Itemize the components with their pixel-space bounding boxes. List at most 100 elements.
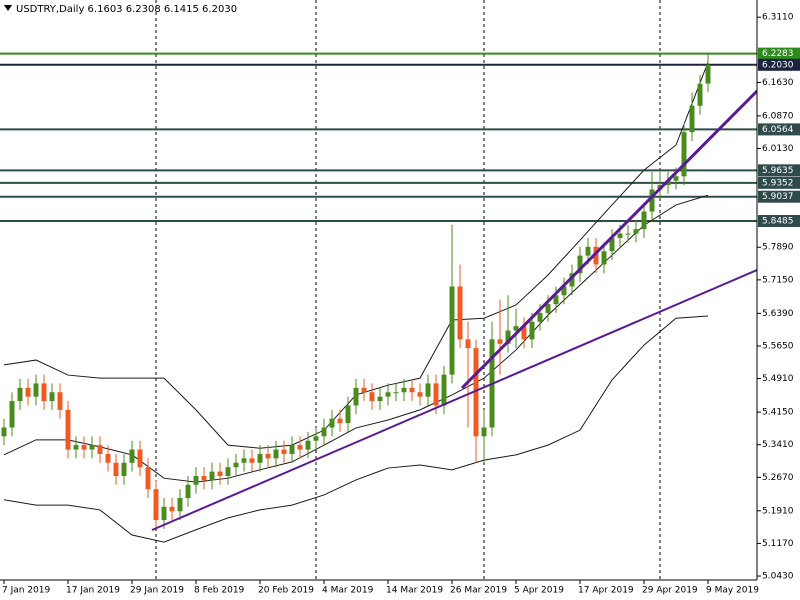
candle-body [673, 176, 679, 181]
candle-body [497, 339, 503, 344]
candle-body [513, 326, 519, 331]
x-tick-label: 14 Mar 2019 [386, 586, 443, 596]
candle-body [105, 453, 111, 463]
candle-body [73, 445, 79, 450]
levels-layer [0, 52, 757, 223]
candle-body [33, 383, 39, 397]
candle-body [401, 387, 407, 393]
candle-body [297, 445, 303, 450]
candle-body [609, 237, 615, 252]
candle-body [329, 418, 335, 428]
candle-body [41, 383, 47, 402]
candle-body [25, 387, 31, 397]
y-tick-label: 5.3410 [762, 440, 794, 450]
candle-body [145, 467, 151, 490]
candle-body [681, 132, 687, 177]
candle-body [57, 392, 63, 410]
candle-body [633, 229, 639, 234]
x-tick-label: 26 Mar 2019 [450, 586, 507, 596]
candle-body [313, 436, 319, 441]
candle-body [625, 233, 631, 235]
y-tick-label: 5.7150 [762, 275, 794, 285]
candle-body [481, 427, 487, 437]
candle-body [457, 286, 463, 340]
candle-body [665, 180, 671, 186]
y-tick-label: 5.4150 [762, 408, 794, 418]
price-label-bg [758, 176, 800, 189]
candle-body [49, 392, 55, 402]
price-label-bg [758, 164, 800, 177]
candle-body [441, 374, 447, 406]
y-tick-label: 6.0870 [762, 111, 794, 121]
candle-body [577, 255, 583, 274]
price-label: 6.0564 [762, 125, 794, 135]
candle-body [201, 475, 207, 481]
candle-body [689, 105, 695, 133]
candle-body [281, 449, 287, 454]
candle-body [449, 286, 455, 375]
candle-body [641, 211, 647, 230]
x-tick-label: 17 Apr 2019 [578, 586, 634, 596]
price-label: 5.8485 [762, 217, 794, 227]
price-label: 6.2030 [762, 60, 794, 70]
x-tick-label: 9 May 2019 [706, 586, 759, 596]
candle-body [177, 498, 183, 512]
y-tick-label: 6.0130 [762, 144, 794, 154]
x-tick-label: 8 Feb 2019 [194, 586, 245, 596]
candle-body [193, 475, 199, 485]
y-tick-label: 5.0430 [762, 572, 794, 582]
candle-body [593, 246, 599, 265]
menu-arrow[interactable] [4, 5, 12, 11]
price-label: 6.2283 [762, 49, 794, 59]
candle-body [409, 387, 415, 393]
candle-body [17, 387, 23, 402]
candle-body [361, 387, 367, 393]
candle-body [161, 506, 167, 521]
price-label-bg [758, 190, 800, 203]
x-tick-label: 20 Feb 2019 [258, 586, 314, 596]
y-tick-label: 5.7890 [762, 243, 794, 253]
candle-body [529, 321, 535, 340]
price-label-bg [758, 123, 800, 136]
x-tick-label: 17 Jan 2019 [66, 586, 120, 596]
candle-body [129, 449, 135, 463]
candle-body [217, 471, 223, 476]
candle-body [705, 64, 711, 84]
price-label-bg [758, 215, 800, 228]
candle-body [305, 440, 311, 450]
candle-body [345, 405, 351, 424]
y-tick-label: 6.1630 [762, 78, 794, 88]
x-tick-label: 7 Jan 2019 [2, 586, 50, 596]
candle-body [649, 189, 655, 212]
candle-body [89, 445, 95, 450]
candle-body [505, 330, 511, 344]
x-tick-label: 5 Apr 2019 [514, 586, 564, 596]
band-line [3, 315, 709, 543]
candle-body [257, 453, 263, 463]
candle-body [97, 445, 103, 454]
candle-body [233, 462, 239, 468]
trendlines [151, 89, 757, 531]
candle-body [137, 449, 143, 468]
candle-body [241, 458, 247, 463]
candle-body [433, 383, 439, 406]
candle-body [561, 286, 567, 296]
candle-body [121, 462, 127, 476]
candle-body [617, 233, 623, 238]
candle-body [569, 273, 575, 287]
candle-body [273, 449, 279, 459]
candle-body [369, 392, 375, 402]
candle-body [9, 401, 15, 428]
candle-body [417, 392, 423, 397]
candle-body [185, 484, 191, 499]
candle-body [473, 348, 479, 437]
y-tick-label: 5.6390 [762, 309, 794, 319]
trendline [151, 269, 757, 531]
candle-body [465, 339, 471, 349]
price-label-bg [758, 58, 800, 71]
candle-body [385, 392, 391, 397]
candle-body [337, 418, 343, 424]
band-line [3, 194, 709, 483]
